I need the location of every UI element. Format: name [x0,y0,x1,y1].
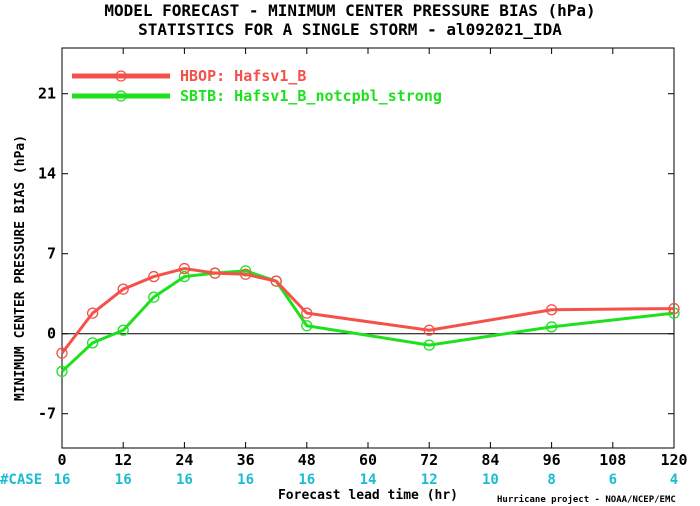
series-2-point [56,365,68,378]
series-1-point [239,268,252,280]
axis-ticks: 0 12 24 36 48 60 72 84 96 108 120 -7 0 7 14 21 [38,48,688,469]
x-tick-label: 84 [481,451,499,469]
legend-marker-1 [115,70,127,82]
series-2-point [423,339,435,351]
series-1-point [545,304,558,316]
y-tick-label: -7 [38,405,56,423]
legend-label-2: SBTB: Hafsv1_B_notcpbl_strong [180,87,442,105]
series-1-point [209,267,221,279]
case-count: 16 [298,472,315,488]
y-axis-label: MINIMUM CENTER PRESSURE BIAS (hPa) [13,135,28,401]
y-tick-label: 0 [47,325,56,343]
y-tick-label: 7 [47,245,56,263]
legend: HBOP: Hafsv1_B SBTB: Hafsv1_B_notcpbl_str… [72,67,442,105]
legend-label-1: HBOP: Hafsv1_B [180,67,306,85]
series-1-point [668,302,680,315]
x-axis-label: Forecast lead time (hr) [278,488,458,503]
series-1-point [301,307,313,319]
x-tick-label: 108 [599,451,626,469]
series-1-point [270,275,282,287]
chart-subtitle: STATISTICS FOR A SINGLE STORM - al092021… [138,20,562,39]
case-count: 14 [360,472,377,488]
case-count: 16 [237,472,254,488]
series-2-point [239,265,252,277]
case-count: 16 [176,472,193,488]
series-line-1 [60,267,675,355]
series-1-point [117,283,129,295]
case-count: 4 [670,472,678,488]
case-counts: #CASE 16 16 16 16 16 14 12 10 8 6 4 [0,472,678,488]
plot-area [61,47,675,449]
y-tick-label: 21 [38,85,56,103]
credit-text: Hurricane project - NOAA/NCEP/EMC [497,494,676,505]
series-1-point [148,270,160,283]
case-count: 16 [54,472,71,488]
x-tick-label: 60 [359,451,377,469]
case-count: 6 [609,472,617,488]
x-tick-label: 36 [237,451,255,469]
series-1-point [86,307,99,319]
case-count: 10 [482,472,499,488]
series-2-point [545,321,558,333]
legend-marker-2 [115,90,127,102]
x-tick-label: 120 [660,451,687,469]
series-1-point [178,262,191,275]
case-count: 16 [115,472,132,488]
series-layer [56,262,680,378]
x-tick-label: 0 [57,451,66,469]
series-2-point [301,320,313,332]
series-1-point [423,324,435,336]
case-count: 8 [547,472,555,488]
y-tick-label: 14 [38,165,56,183]
series-2-point [117,324,129,336]
x-tick-label: 48 [298,451,316,469]
case-label: #CASE [0,472,42,488]
x-tick-label: 12 [114,451,132,469]
series-2-point [148,291,160,303]
x-tick-label: 72 [420,451,438,469]
case-count: 12 [421,472,438,488]
chart-title: MODEL FORECAST - MINIMUM CENTER PRESSURE… [104,1,595,20]
x-tick-label: 96 [543,451,561,469]
series-2-point [178,270,191,283]
series-2-point [86,337,99,349]
x-tick-label: 24 [175,451,193,469]
series-2-point [668,307,680,319]
series-1-point [56,347,68,359]
